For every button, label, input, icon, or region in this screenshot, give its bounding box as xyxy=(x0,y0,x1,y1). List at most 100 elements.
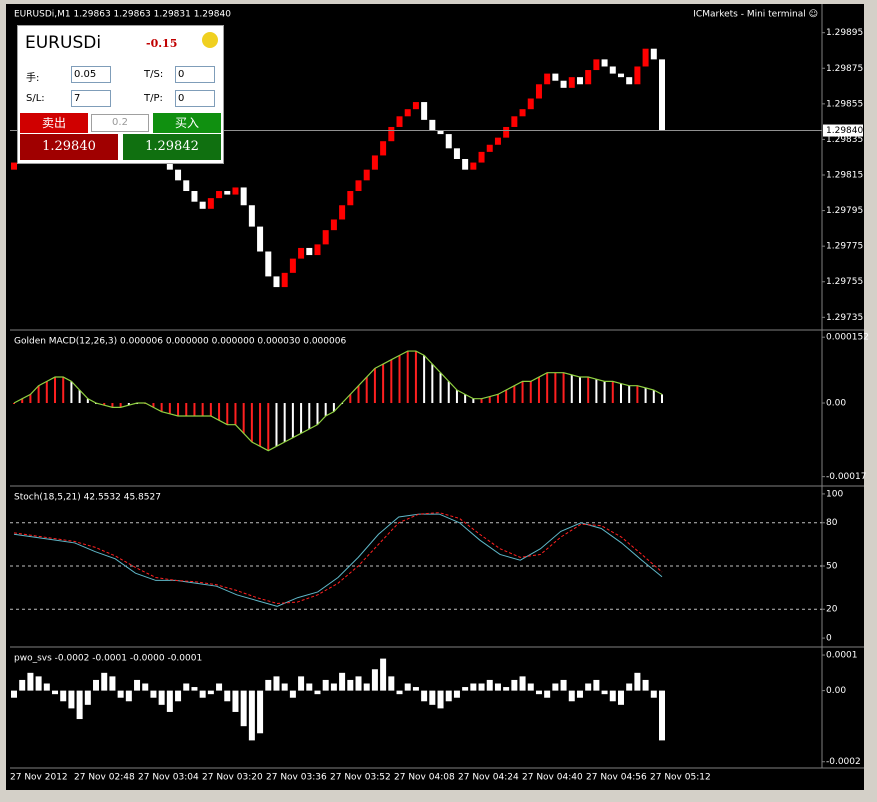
candle xyxy=(470,162,477,170)
current-price-box xyxy=(823,124,863,137)
candle xyxy=(617,73,624,78)
sell-price[interactable]: 1.29840 xyxy=(20,134,118,160)
candle xyxy=(544,73,551,85)
candle xyxy=(306,247,313,256)
histogram-bar xyxy=(289,690,296,698)
candle xyxy=(421,102,428,120)
lots-input[interactable]: 0.05 xyxy=(71,66,111,83)
candle xyxy=(585,70,592,85)
candle xyxy=(363,169,370,181)
histogram-bar xyxy=(414,351,417,404)
histogram-bar xyxy=(554,372,557,404)
histogram-bar xyxy=(470,683,477,691)
y-tick-label: 0.00 xyxy=(826,686,846,696)
histogram-bar xyxy=(546,372,549,404)
histogram-bar xyxy=(570,374,573,404)
y-tick-label: 0.0001 xyxy=(826,651,858,661)
histogram-bar xyxy=(412,687,419,691)
sell-button[interactable]: 卖出 xyxy=(20,113,88,133)
candle xyxy=(601,59,608,67)
y-tick-label: 1.29875 xyxy=(826,64,863,74)
histogram-bar xyxy=(626,683,633,691)
histogram-bar xyxy=(503,687,510,691)
candle xyxy=(322,230,329,245)
candle xyxy=(298,247,305,259)
y-tick-label: 1.29735 xyxy=(826,313,863,323)
candle xyxy=(240,187,247,206)
histogram-bar xyxy=(11,690,17,698)
candle xyxy=(380,141,387,156)
histogram-bar xyxy=(240,690,247,727)
histogram-bar xyxy=(595,379,598,404)
histogram-bar xyxy=(609,690,616,702)
candle xyxy=(166,158,173,170)
histogram-bar xyxy=(142,683,149,691)
histogram-bar xyxy=(52,690,59,695)
candle xyxy=(289,258,296,273)
step-input[interactable]: 0.2 xyxy=(91,114,149,132)
tp-input[interactable]: 0 xyxy=(175,90,215,107)
y-tick-label: 1.29815 xyxy=(826,171,863,181)
candle xyxy=(642,48,649,67)
candle xyxy=(314,244,321,256)
ts-label: T/S: xyxy=(144,69,164,80)
histogram-bar xyxy=(537,377,540,404)
histogram-bar xyxy=(322,679,329,691)
histogram-bar xyxy=(21,398,24,404)
histogram-bar xyxy=(634,672,641,691)
histogram-bar xyxy=(472,398,475,404)
candle xyxy=(560,80,567,88)
candle xyxy=(503,126,510,138)
x-tick-label: 27 Nov 03:04 xyxy=(138,773,199,783)
candle xyxy=(429,119,436,131)
histogram-bar xyxy=(398,355,401,404)
candle xyxy=(576,77,583,85)
histogram-bar xyxy=(519,676,526,691)
y-tick-label: 1.29775 xyxy=(826,242,863,252)
candle xyxy=(339,205,346,220)
tp-label: T/P: xyxy=(144,93,163,104)
y-tick-label: 20 xyxy=(826,605,838,615)
histogram-bar xyxy=(544,690,551,698)
histogram-bar xyxy=(371,669,378,691)
buy-price[interactable]: 1.29842 xyxy=(123,134,221,160)
candle xyxy=(265,251,272,277)
histogram-bar xyxy=(232,690,239,712)
histogram-bar xyxy=(486,679,493,691)
candle xyxy=(281,272,288,288)
sl-input[interactable]: 7 xyxy=(71,90,111,107)
histogram-bar xyxy=(439,372,442,404)
histogram-bar xyxy=(396,690,403,695)
x-tick-label: 27 Nov 03:52 xyxy=(330,773,391,783)
histogram-bar xyxy=(125,690,132,702)
histogram-bar xyxy=(308,403,311,430)
histogram-bar xyxy=(314,690,321,695)
candle xyxy=(175,169,182,181)
histogram-bar xyxy=(234,403,237,425)
histogram-bar xyxy=(429,690,436,705)
histogram-bar xyxy=(152,403,155,408)
histogram-bar xyxy=(330,683,337,691)
histogram-bar xyxy=(453,690,460,698)
candle xyxy=(659,59,665,131)
histogram-bar xyxy=(644,387,647,404)
ts-input[interactable]: 0 xyxy=(175,66,215,83)
candle xyxy=(609,66,616,74)
histogram-bar xyxy=(494,683,501,691)
candle xyxy=(519,109,526,117)
histogram-bar xyxy=(19,679,26,691)
indicator-label: Stoch(18,5,21) 42.5532 45.8527 xyxy=(14,493,161,503)
histogram-bar xyxy=(37,385,40,404)
buy-button[interactable]: 买入 xyxy=(153,113,221,133)
histogram-bar xyxy=(218,403,221,421)
candle xyxy=(388,126,395,142)
candle xyxy=(412,102,419,110)
histogram-bar xyxy=(578,377,581,404)
histogram-bar xyxy=(199,690,206,698)
histogram-bar xyxy=(224,690,231,702)
x-tick-label: 27 Nov 04:56 xyxy=(586,773,647,783)
histogram-bar xyxy=(177,403,180,417)
y-tick-label: -0.00017 xyxy=(826,472,866,482)
histogram-bar xyxy=(324,403,327,417)
